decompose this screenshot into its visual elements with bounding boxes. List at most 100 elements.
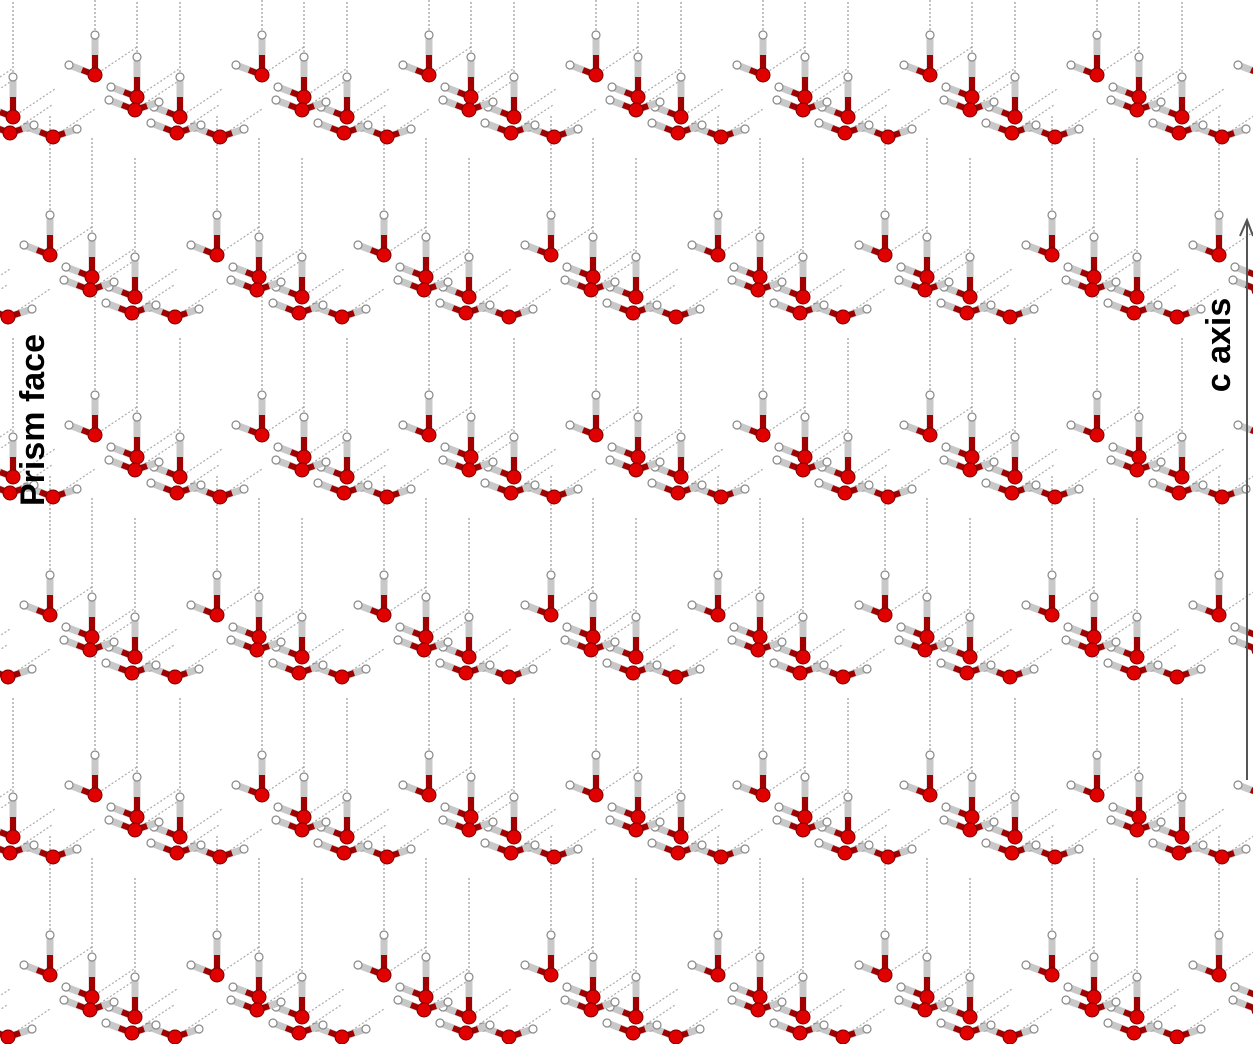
hydrogen-atom (28, 665, 36, 673)
hydrogen-atom (900, 61, 908, 69)
oxygen-atom (798, 450, 812, 464)
hydrogen-atom (343, 433, 351, 441)
hydrogen-atom (102, 1019, 110, 1027)
oxygen-atom (963, 650, 977, 664)
hydrogen-atom (592, 391, 600, 399)
oxygen-atom (1132, 90, 1146, 104)
hydrogen-atom (895, 636, 903, 644)
oxygen-atom (128, 103, 142, 117)
hydrogen-atom (46, 931, 54, 939)
hydrogen-atom (696, 665, 704, 673)
hydrogen-atom (232, 421, 240, 429)
hydrogen-atom (756, 953, 764, 961)
hydrogen-bond (1094, 609, 1136, 637)
hydrogen-atom (531, 481, 539, 489)
hydrogen-atom (608, 443, 616, 451)
hydrogen-bond (469, 989, 511, 1017)
oxygen-atom (796, 823, 810, 837)
oxygen-atom (629, 290, 643, 304)
hydrogen-atom (1157, 98, 1165, 106)
hydrogen-atom (1189, 241, 1197, 249)
hydrogen-atom (1189, 601, 1197, 609)
hydrogen-atom (820, 661, 828, 669)
hydrogen-atom (648, 839, 656, 847)
oxygen-atom (918, 1003, 932, 1017)
hydrogen-atom (269, 659, 277, 667)
hydrogen-atom (227, 996, 235, 1004)
oxygen-atom (507, 110, 521, 124)
hydrogen-atom (900, 421, 908, 429)
oxygen-atom (878, 248, 892, 262)
hydrogen-atom (634, 773, 642, 781)
hydrogen-atom (730, 263, 738, 271)
oxygen-atom (1, 310, 15, 324)
oxygen-atom (1008, 830, 1022, 844)
hydrogen-atom (1090, 593, 1098, 601)
oxygen-atom (1045, 608, 1059, 622)
oxygen-atom (507, 830, 521, 844)
oxygen-atom (1008, 110, 1022, 124)
oxygen-atom (626, 666, 640, 680)
hydrogen-atom (945, 638, 953, 646)
oxygen-atom (464, 450, 478, 464)
oxygen-atom (920, 270, 934, 284)
oxygen-atom (1127, 1026, 1141, 1040)
hydrogen-atom (990, 98, 998, 106)
hydrogen-bond (638, 69, 680, 97)
hydrogen-atom (603, 659, 611, 667)
hydrogen-atom (1048, 211, 1056, 219)
oxygen-atom (1005, 846, 1019, 860)
hydrogen-atom (195, 1025, 203, 1033)
oxygen-atom (422, 428, 436, 442)
oxygen-atom (170, 846, 184, 860)
oxygen-atom (3, 126, 17, 140)
hydrogen-bond (1097, 47, 1139, 75)
oxygen-atom (125, 666, 139, 680)
hydrogen-atom (481, 119, 489, 127)
oxygen-atom (125, 306, 139, 320)
hydrogen-atom (1231, 983, 1239, 991)
hydrogen-bond (930, 767, 972, 795)
hydrogen-atom (240, 125, 248, 133)
hydrogen-bond (0, 82, 10, 110)
hydrogen-atom (653, 661, 661, 669)
oxygen-atom (1127, 306, 1141, 320)
hydrogen-bond (259, 609, 301, 637)
hydrogen-bond (262, 47, 304, 75)
hydrogen-atom (1234, 421, 1242, 429)
oxygen-atom (255, 788, 269, 802)
hydrogen-atom (489, 458, 497, 466)
hydrogen-atom (815, 479, 823, 487)
hydrogen-atom (176, 73, 184, 81)
hydrogen-atom (62, 983, 70, 991)
hydrogen-atom (982, 119, 990, 127)
oxygen-atom (462, 650, 476, 664)
hydrogen-atom (653, 1021, 661, 1029)
oxygen-atom (295, 650, 309, 664)
oxygen-atom (629, 463, 643, 477)
oxygen-atom (168, 310, 182, 324)
hydrogen-bond (1137, 269, 1179, 297)
oxygen-atom (43, 248, 57, 262)
hydrogen-atom (881, 931, 889, 939)
hydrogen-atom (274, 83, 282, 91)
hydrogen-atom (547, 571, 555, 579)
oxygen-atom (631, 450, 645, 464)
oxygen-atom (796, 290, 810, 304)
oxygen-atom (168, 1030, 182, 1044)
hydrogen-atom (9, 73, 17, 81)
oxygen-atom (83, 1003, 97, 1017)
hydrogen-atom (1030, 305, 1038, 313)
oxygen-atom (923, 68, 937, 82)
hydrogen-atom (436, 1019, 444, 1027)
hydrogen-atom (407, 125, 415, 133)
oxygen-atom (918, 283, 932, 297)
oxygen-atom (504, 486, 518, 500)
oxygen-atom (459, 666, 473, 680)
hydrogen-atom (1215, 931, 1223, 939)
hydrogen-atom (425, 31, 433, 39)
hydrogen-atom (396, 623, 404, 631)
hydrogen-atom (62, 623, 70, 631)
oxygen-atom (295, 823, 309, 837)
oxygen-atom (337, 126, 351, 140)
